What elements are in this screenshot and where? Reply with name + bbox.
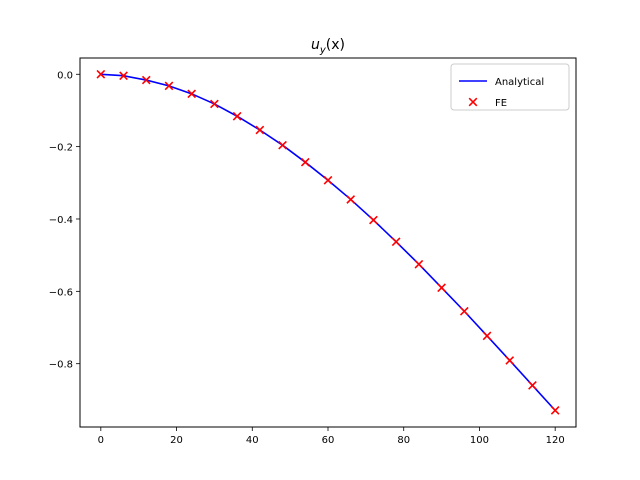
data-point-fe [550, 405, 560, 415]
data-point-fe [210, 99, 219, 109]
marker-stroke [550, 405, 560, 415]
marker-stroke [437, 283, 446, 293]
data-point-fe [505, 356, 515, 365]
chart-title: uy(x) [311, 37, 345, 56]
x-tick-label: 120 [546, 435, 565, 446]
marker-stroke [323, 175, 333, 185]
legend-label: FE [495, 98, 507, 109]
x-tick-label: 80 [397, 435, 410, 446]
y-tick-label: 0.0 [57, 70, 73, 81]
marker-stroke [505, 356, 515, 365]
marker-stroke [164, 81, 174, 91]
x-tick-label: 60 [322, 435, 335, 446]
legend-box [450, 63, 570, 111]
data-point-fe [414, 259, 424, 269]
data-point-fe [391, 237, 401, 247]
y-tick-label: −0.8 [49, 360, 73, 371]
marker-stroke [459, 306, 469, 316]
title-sub: y [319, 45, 327, 56]
marker-stroke [141, 75, 151, 85]
marker-stroke [255, 125, 265, 135]
x-tick-label: 0 [98, 435, 104, 446]
marker-stroke [528, 381, 537, 390]
title-base: u [311, 37, 320, 53]
data-point-fe [119, 71, 128, 81]
data-point-fe [141, 75, 151, 85]
data-point-fe [459, 306, 469, 316]
data-point-fe [300, 157, 310, 167]
data-point-fe [255, 125, 265, 135]
marker-stroke [232, 111, 242, 121]
data-point-fe [437, 283, 446, 293]
legend: Analytical FE [450, 63, 570, 111]
data-point-fe [278, 140, 287, 150]
plot-frame [79, 57, 577, 428]
marker-stroke [278, 140, 287, 150]
marker-stroke [369, 215, 378, 225]
x-tick-label: 40 [246, 435, 259, 446]
data-point-fe [96, 69, 106, 79]
marker-stroke [187, 89, 197, 99]
marker-stroke [96, 69, 106, 79]
x-tick-label: 100 [470, 435, 489, 446]
y-tick-label: −0.6 [49, 287, 73, 298]
y-tick-label: −0.4 [49, 215, 73, 226]
data-point-fe [528, 381, 537, 390]
marker-stroke [210, 99, 219, 109]
marker-stroke [119, 71, 128, 81]
marker-stroke [391, 237, 401, 247]
data-point-fe [232, 111, 242, 121]
marker-stroke [414, 259, 424, 269]
legend-label: Analytical [495, 77, 544, 88]
data-point-fe [187, 89, 197, 99]
data-point-fe [369, 215, 378, 225]
marker-stroke [346, 195, 356, 204]
marker-stroke [482, 331, 492, 341]
y-tick-label: −0.2 [49, 143, 73, 154]
data-point-fe [323, 175, 333, 185]
data-point-fe [346, 195, 356, 204]
legend-swatch-marker [468, 97, 478, 107]
x-tick-label: 20 [170, 435, 183, 446]
data-point-fe [482, 331, 492, 341]
title-arg: (x) [326, 37, 345, 53]
data-point-fe [164, 81, 174, 91]
plot-area: 0 20 40 60 80 100 120 0.0 −0.2 −0.4 −0.6 −0.8 [49, 69, 565, 446]
marker-stroke [300, 157, 310, 167]
